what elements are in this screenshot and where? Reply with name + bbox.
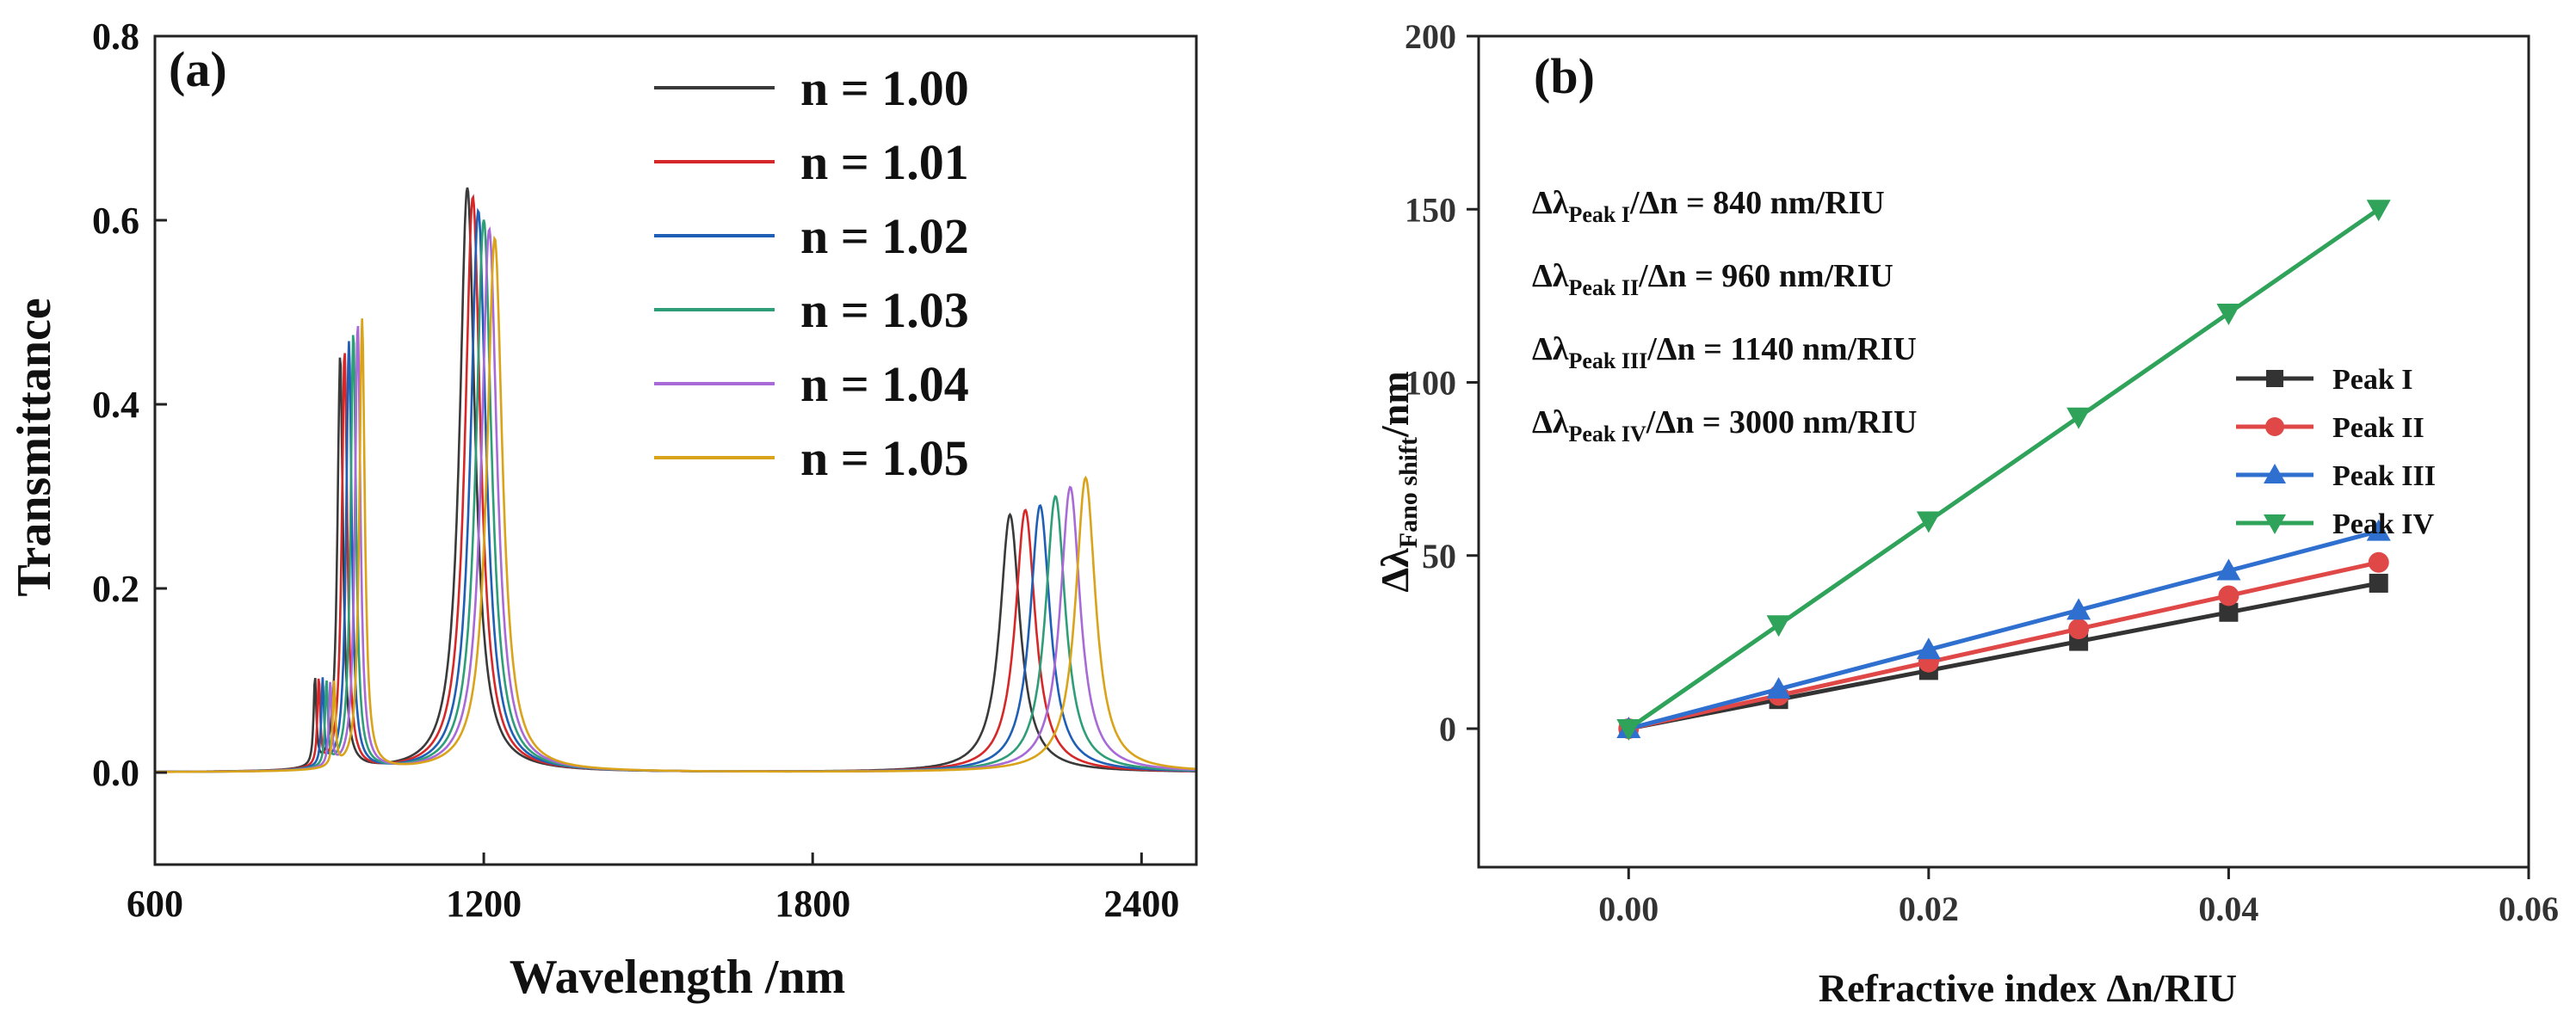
panel-b-data-point xyxy=(2366,200,2391,222)
annotation-sub: Peak I xyxy=(1569,202,1631,227)
panel-b-x-axis-label: Refractive index Δn/RIU xyxy=(1819,966,2237,1010)
panel-a-legend-label: n = 1.03 xyxy=(800,282,969,338)
panel-a-curve xyxy=(155,187,1196,773)
annotation-tail: /Δn = 960 nm/RIU xyxy=(1638,258,1893,294)
panel-b-legend-marker xyxy=(2264,464,2286,483)
panel-b-sensitivity-chart: 0.00 0.02 0.04 0.06 0 50 100 150 200 (b) Refract… xyxy=(1373,17,2559,1010)
panel-a-legend: n = 1.00 n = 1.01 n = 1.02 n = 1.03 n = 1.04… xyxy=(654,60,969,486)
panel-b-legend-marker xyxy=(2266,370,2283,387)
panel-b-data-point xyxy=(2216,558,2241,581)
panel-a-label: (a) xyxy=(169,41,227,97)
panel-b-legend-marker xyxy=(2265,417,2284,436)
panel-a-x-tick-label: 1200 xyxy=(446,883,522,925)
panel-a-curve xyxy=(155,194,1196,773)
panel-a-y-tick-label: 0.2 xyxy=(92,568,139,610)
panel-b-data-point xyxy=(1916,511,1941,533)
panel-b-y-axis-label: ΔλFano shift/nm xyxy=(1373,371,1423,592)
panel-a-x-tick-label: 2400 xyxy=(1103,883,1179,925)
panel-b-plot-frame xyxy=(1477,34,2530,869)
annotation-main: Δλ xyxy=(1532,331,1569,367)
panel-b-legend-label: Peak I xyxy=(2332,364,2413,396)
panel-b-data-point xyxy=(2369,573,2388,593)
panel-a-x-axis-label: Wavelength /nm xyxy=(510,951,845,1004)
panel-b-data-point xyxy=(2066,598,2091,620)
panel-b-y-tick-label: 200 xyxy=(1405,17,1456,56)
panel-b-legend: Peak I Peak II Peak III Peak IV xyxy=(2236,364,2436,540)
panel-b-data-point xyxy=(1766,615,1791,637)
panel-b-y-tick-label: 50 xyxy=(1422,537,1456,576)
panel-b-x-tick-label: 0.04 xyxy=(2198,890,2258,928)
panel-b-data-point xyxy=(2066,407,2091,429)
panel-b-data-point xyxy=(1616,719,1641,741)
annotation-tail: /Δn = 1140 nm/RIU xyxy=(1646,331,1917,367)
panel-b-data-point xyxy=(1766,677,1791,699)
panel-a-ticks: 600 1200 1800 2400 0.0 0.2 0.4 0.6 0.8 xyxy=(92,15,1179,925)
panel-a-legend-label: n = 1.01 xyxy=(800,134,969,190)
panel-b-y-tick-label: 0 xyxy=(1439,710,1456,748)
panel-b-x-tick-label: 0.00 xyxy=(1598,890,1659,928)
panel-b-legend-marker xyxy=(2264,514,2286,534)
panel-b-data-point xyxy=(2216,304,2241,325)
panel-b-series-line xyxy=(1628,581,2380,731)
panel-a-curves xyxy=(155,187,1196,773)
panel-a-x-tick-label: 600 xyxy=(127,883,183,925)
panel-b-y-tick-label: 100 xyxy=(1405,364,1456,403)
panel-a-plot-frame xyxy=(153,34,1198,866)
panel-b-data-point xyxy=(2218,585,2239,606)
annotation-main: Δλ xyxy=(1532,185,1569,221)
panel-b-y-label-tail: /nm xyxy=(1373,371,1417,438)
panel-b-data-point xyxy=(1916,637,1941,660)
panel-a-y-tick-label: 0.4 xyxy=(92,384,139,426)
panel-a-y-axis-label: Transmittance xyxy=(8,298,61,596)
panel-b-x-tick-label: 0.02 xyxy=(1899,890,1959,928)
panel-b-sensitivity-annotation: ΔλPeak III/Δn = 1140 nm/RIU xyxy=(1532,331,1917,373)
panel-b-y-label-sub: Fano shift xyxy=(1394,437,1423,548)
annotation-main: Δλ xyxy=(1532,404,1569,440)
panel-b-legend-label: Peak III xyxy=(2332,460,2436,492)
panel-b-series xyxy=(1616,200,2391,741)
panel-a-transmittance-chart: 600 1200 1800 2400 0.0 0.2 0.4 0.6 0.8 (a) Wavel… xyxy=(8,15,1198,1004)
panel-b-data-point xyxy=(2219,602,2239,622)
panel-b-ticks: 0.00 0.02 0.04 0.06 0 50 100 150 200 xyxy=(1405,17,2559,928)
annotation-sub: Peak III xyxy=(1569,348,1648,373)
annotation-tail: /Δn = 3000 nm/RIU xyxy=(1646,404,1918,440)
annotation-main: Δλ xyxy=(1532,258,1569,294)
panel-b-y-label-main: Δλ xyxy=(1373,548,1417,593)
panel-a-curve xyxy=(155,219,1196,773)
panel-a-y-tick-label: 0.6 xyxy=(92,200,139,242)
panel-b-data-point xyxy=(2366,519,2391,541)
panel-b-series-line xyxy=(1628,560,2380,731)
panel-b-sensitivity-annotation: ΔλPeak I/Δn = 840 nm/RIU xyxy=(1532,185,1885,227)
panel-b-series-line xyxy=(1628,529,2380,731)
panel-a-legend-label: n = 1.04 xyxy=(800,356,969,412)
panel-b-data-point xyxy=(2368,551,2389,573)
annotation-tail: /Δn = 840 nm/RIU xyxy=(1629,185,1885,221)
panel-a-curve xyxy=(155,235,1196,773)
panel-b-data-point xyxy=(2068,619,2090,640)
panel-b-x-tick-label: 0.06 xyxy=(2499,890,2559,928)
annotation-sub: Peak IV xyxy=(1569,422,1647,446)
panel-a-curve xyxy=(155,207,1196,773)
panel-b-sensitivity-annotation: ΔλPeak IV/Δn = 3000 nm/RIU xyxy=(1532,404,1917,446)
panel-b-sensitivity-annotation: ΔλPeak II/Δn = 960 nm/RIU xyxy=(1532,258,1893,300)
panel-a-legend-label: n = 1.02 xyxy=(800,208,969,264)
panel-a-y-tick-label: 0.0 xyxy=(92,752,139,794)
panel-a-x-tick-label: 1800 xyxy=(775,883,850,925)
panel-a-legend-label: n = 1.05 xyxy=(800,430,969,486)
annotation-sub: Peak II xyxy=(1569,275,1640,300)
panel-a-y-tick-label: 0.8 xyxy=(92,15,139,58)
panel-a-legend-label: n = 1.00 xyxy=(800,60,969,116)
panel-b-series-line xyxy=(1627,207,2381,731)
panel-b-y-tick-label: 150 xyxy=(1405,190,1456,229)
panel-b-legend-label: Peak IV xyxy=(2332,508,2435,540)
panel-b-legend-label: Peak II xyxy=(2332,412,2425,444)
panel-b-label: (b) xyxy=(1534,48,1595,104)
